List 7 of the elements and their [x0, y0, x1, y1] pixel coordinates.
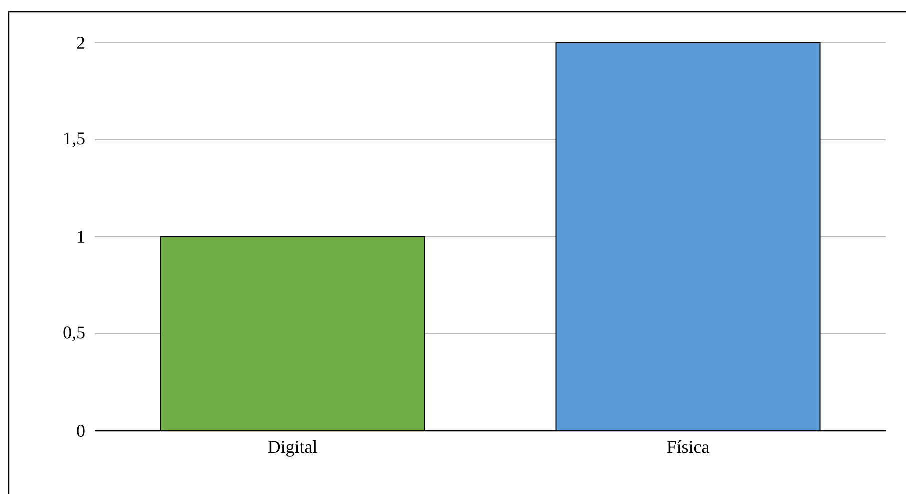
- y-tick-label: 0,5: [64, 326, 85, 342]
- y-tick-label: 1: [78, 231, 84, 243]
- x-tick-label: Digital: [268, 440, 318, 457]
- y-tick-label: 2: [77, 37, 84, 49]
- y-tick-label: 1,5: [64, 132, 85, 148]
- y-tick-label: 0: [77, 424, 85, 438]
- x-tick-label: Física: [667, 440, 710, 454]
